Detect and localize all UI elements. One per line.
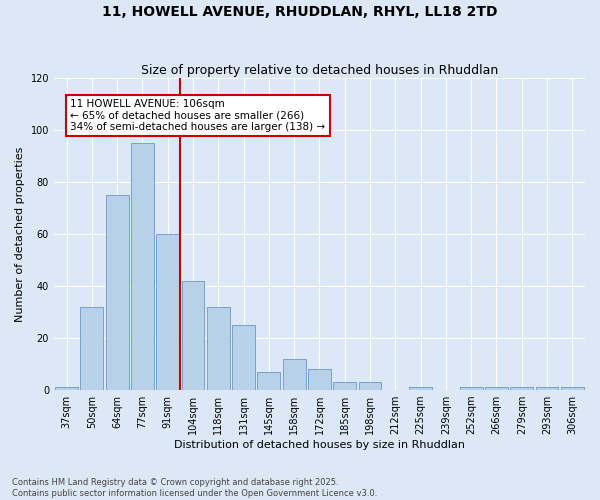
Text: 11, HOWELL AVENUE, RHUDDLAN, RHYL, LL18 2TD: 11, HOWELL AVENUE, RHUDDLAN, RHYL, LL18 … <box>102 5 498 19</box>
Bar <box>232 325 255 390</box>
Y-axis label: Number of detached properties: Number of detached properties <box>15 146 25 322</box>
Bar <box>283 359 305 390</box>
Bar <box>409 388 432 390</box>
Bar <box>334 382 356 390</box>
Bar <box>55 388 78 390</box>
Bar <box>308 370 331 390</box>
Bar <box>485 388 508 390</box>
Bar <box>561 388 584 390</box>
Bar <box>80 307 103 390</box>
Bar <box>207 307 230 390</box>
Bar <box>359 382 382 390</box>
Bar <box>106 195 128 390</box>
Bar <box>460 388 482 390</box>
Bar <box>511 388 533 390</box>
Text: 11 HOWELL AVENUE: 106sqm
← 65% of detached houses are smaller (266)
34% of semi-: 11 HOWELL AVENUE: 106sqm ← 65% of detach… <box>70 99 325 132</box>
Text: Contains HM Land Registry data © Crown copyright and database right 2025.
Contai: Contains HM Land Registry data © Crown c… <box>12 478 377 498</box>
Bar <box>257 372 280 390</box>
Title: Size of property relative to detached houses in Rhuddlan: Size of property relative to detached ho… <box>141 64 498 77</box>
X-axis label: Distribution of detached houses by size in Rhuddlan: Distribution of detached houses by size … <box>174 440 465 450</box>
Bar <box>131 143 154 390</box>
Bar <box>182 281 205 390</box>
Bar <box>536 388 559 390</box>
Bar <box>157 234 179 390</box>
